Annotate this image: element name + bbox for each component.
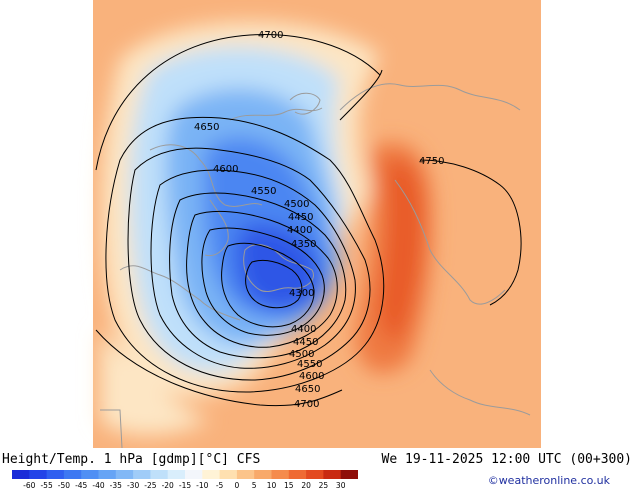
contour-label: 4450: [293, 337, 318, 348]
coastlines: [100, 83, 531, 448]
map-datetime: We 19-11-2025 12:00 UTC (00+300): [381, 452, 632, 467]
colorbar-swatch: [236, 470, 255, 479]
colorbar-swatch: [133, 470, 151, 479]
contour-label: 4300: [289, 288, 314, 299]
credit-text: ©weatheronline.co.uk: [487, 474, 610, 487]
height-contours: [95, 34, 522, 407]
contour-label: 4400: [291, 324, 316, 335]
contour-label: 4650: [295, 384, 320, 395]
contour-label: 4500: [284, 199, 309, 210]
colorbar-tick-label: -30: [127, 481, 139, 490]
contour-label: 4450: [288, 212, 313, 223]
colorbar-tick-label: -40: [92, 481, 104, 490]
colorbar-tick-label: -5: [216, 481, 224, 490]
contour-labels: 4700 4650 4600 4550 4500 4450 4400 4350 …: [194, 30, 444, 410]
colorbar-swatch: [46, 470, 65, 479]
colorbar-swatches: [12, 470, 358, 479]
colorbar-swatch: [29, 470, 48, 479]
colorbar-labels: -60 -55 -50 -45 -40 -35 -30 -25 -20 -15 -10 -5 0 5 10 1…: [23, 481, 346, 490]
colorbar-tick-label: -10: [196, 481, 208, 490]
colorbar-tick-label: 30: [336, 481, 346, 490]
colorbar-tick-label: 5: [252, 481, 257, 490]
contour-label: 4350: [291, 239, 316, 250]
contour-label: 4400: [287, 225, 312, 236]
contour-label: 4600: [213, 164, 238, 175]
colorbar-tick-label: 0: [235, 481, 240, 490]
contour-label: 4750: [419, 156, 444, 167]
colorbar-tick-label: 15: [284, 481, 294, 490]
contour-label: 4650: [194, 122, 219, 133]
colorbar-tick-label: -35: [110, 481, 122, 490]
colorbar-swatch: [12, 470, 30, 479]
colorbar-tick-label: 25: [319, 481, 329, 490]
colorbar-swatch: [81, 470, 99, 479]
temperature-field: [93, 0, 541, 448]
contour-label: 4600: [299, 371, 324, 382]
colorbar-swatch: [219, 470, 238, 479]
contour-label: 4700: [258, 30, 283, 41]
colorbar-swatch: [167, 470, 186, 479]
colorbar-tick-label: 10: [267, 481, 277, 490]
colorbar-tick-label: -20: [162, 481, 174, 490]
colorbar-swatch: [340, 470, 358, 479]
colorbar-swatch: [202, 470, 221, 479]
colorbar-swatch: [63, 470, 82, 479]
colorbar: -60 -55 -50 -45 -40 -35 -30 -25 -20 -15 -10 -5 0 5 10 1…: [12, 470, 358, 490]
colorbar-tick-label: -55: [40, 481, 52, 490]
colorbar-swatch: [115, 470, 134, 479]
contour-label: 4700: [294, 399, 319, 410]
contour-label: 4500: [289, 349, 314, 360]
colorbar-swatch: [98, 470, 117, 479]
colorbar-swatch: [150, 470, 169, 479]
colorbar-tick-label: -60: [23, 481, 35, 490]
colorbar-tick-label: -45: [75, 481, 87, 490]
colorbar-tick-label: -25: [144, 481, 156, 490]
contour-label: 4550: [251, 186, 276, 197]
colorbar-tick-label: -15: [179, 481, 191, 490]
colorbar-swatch: [306, 470, 324, 479]
weather-map: 4700 4650 4600 4550 4500 4450 4400 4350 …: [93, 0, 541, 448]
colorbar-swatch: [288, 470, 307, 479]
colorbar-swatch: [271, 470, 290, 479]
colorbar-swatch: [254, 470, 272, 479]
colorbar-swatch: [323, 470, 342, 479]
colorbar-swatch: [185, 470, 203, 479]
map-title: Height/Temp. 1 hPa [gdmp][°C] CFS: [2, 452, 261, 467]
colorbar-tick-label: -50: [58, 481, 70, 490]
colorbar-tick-label: 20: [301, 481, 311, 490]
contour-label: 4550: [297, 359, 322, 370]
